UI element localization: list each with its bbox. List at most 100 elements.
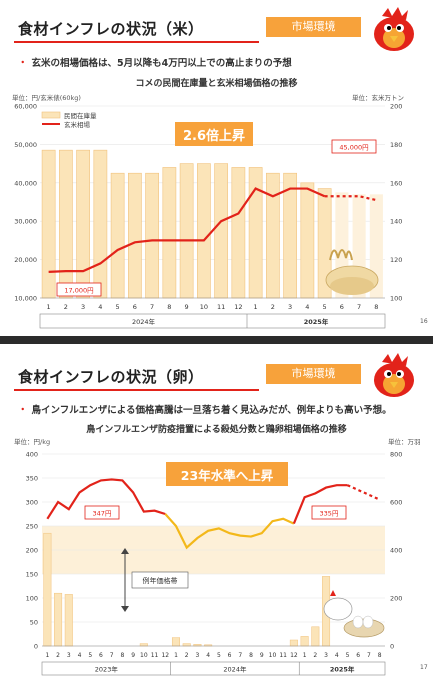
x-tick-label: 9 [185, 303, 189, 311]
x-tick-label: 8 [374, 303, 378, 311]
inventory-bar [76, 149, 90, 299]
x-tick-label: 5 [323, 303, 327, 311]
y2-tick-label: 100 [390, 295, 402, 303]
y-tick-label: 0 [34, 643, 38, 651]
x-tick-label: 1 [254, 303, 258, 311]
slide-divider [0, 336, 433, 344]
year-row [41, 661, 386, 676]
x-tick-label: 4 [98, 303, 102, 311]
chicken-egg-icon [323, 590, 385, 638]
x-tick-label: 10 [140, 652, 148, 659]
rice-sack-icon [325, 249, 379, 295]
x-tick-label: 11 [151, 652, 159, 659]
x-tick-label: 1 [47, 303, 51, 311]
x-tick-label: 8 [167, 303, 171, 311]
x-tick-label: 3 [81, 303, 85, 311]
culled-bar [289, 639, 298, 647]
x-tick-label: 12 [234, 303, 242, 311]
band-label: 例年価格帯 [143, 576, 178, 585]
unit-right: 単位：玄米万トン [352, 94, 404, 102]
x-tick-label: 9 [260, 652, 264, 659]
chart-title: 鳥インフルエンザ防疫措置による殺処分数と鶏卵相場価格の推移 [86, 425, 347, 435]
price-forecast-line [347, 484, 381, 501]
y-tick-label: 350 [26, 475, 38, 483]
x-tick-label: 8 [249, 652, 253, 659]
x-tick-label: 3 [67, 652, 71, 659]
unit-left: 単位：円/kg [14, 438, 51, 446]
x-tick-label: 10 [200, 303, 208, 311]
x-tick-label: 2 [313, 652, 317, 659]
page-number: 16 [420, 318, 428, 325]
culled-bar [182, 643, 191, 647]
x-tick-label: 10 [269, 652, 277, 659]
year-label: 2024年 [132, 317, 156, 326]
y2-tick-label: 140 [390, 218, 402, 226]
inventory-bar [231, 167, 246, 299]
year-label: 2025年 [330, 665, 355, 674]
inventory-bar [93, 149, 108, 299]
x-tick-label: 8 [120, 652, 124, 659]
bullet-text: ・鳥インフルエンザによる価格高騰は一旦落ち着く見込みだが、例年よりも高い予想。 [18, 405, 392, 416]
x-tick-label: 3 [324, 652, 328, 659]
year-label: 2025年 [304, 317, 329, 326]
y2-tick-label: 400 [390, 547, 402, 555]
y2-tick-label: 200 [390, 595, 402, 603]
legend-line-label: 玄米相場 [64, 120, 91, 129]
culled-bar [139, 643, 148, 647]
y-tick-label: 60,000 [14, 103, 37, 111]
inventory-bar [197, 163, 211, 299]
culled-bar [300, 636, 309, 647]
x-tick-label: 4 [305, 303, 309, 311]
y-tick-label: 30,000 [14, 218, 37, 226]
title-underline [14, 41, 259, 43]
inventory-bar [162, 167, 177, 299]
legend-bar-label: 民間在庫量 [64, 111, 97, 120]
rise-callout: 23年水準へ上昇 [181, 468, 274, 483]
x-tick-label: 11 [279, 652, 287, 659]
x-tick-label: 2 [64, 303, 68, 311]
x-tick-label: 5 [346, 652, 350, 659]
x-tick-label: 6 [340, 303, 344, 311]
x-tick-label: 11 [217, 303, 225, 311]
x-tick-label: 2 [185, 652, 189, 659]
slide-title: 食材インフレの状況（卵） [18, 368, 204, 386]
rise-callout: 2.6倍上昇 [183, 128, 245, 144]
x-tick-label: 4 [206, 652, 210, 659]
price-label-b-box [311, 505, 347, 520]
x-tick-label: 5 [116, 303, 120, 311]
chart-title: コメの民間在庫量と玄米相場価格の推移 [135, 79, 298, 89]
x-tick-label: 7 [238, 652, 242, 659]
inventory-bar [145, 172, 159, 299]
inventory-bar [283, 172, 297, 299]
x-tick-label: 1 [303, 652, 307, 659]
slide-title: 食材インフレの状況（米） [18, 20, 204, 38]
y2-tick-label: 120 [390, 256, 402, 264]
x-tick-label: 1 [174, 652, 178, 659]
chicken-mascot-icon [374, 353, 414, 397]
x-tick-label: 1 [45, 652, 49, 659]
y-tick-label: 50 [30, 619, 38, 627]
price-line [48, 187, 326, 273]
y-tick-label: 40,000 [14, 179, 37, 187]
year-label: 2023年 [95, 665, 119, 674]
y2-tick-label: 0 [390, 643, 394, 651]
year-row [39, 313, 386, 329]
low-price-label: 17,000円 [64, 287, 93, 295]
bullet-text: ・玄米の相場価格は、5月以降も4万円以上での高止まりの予想 [18, 58, 292, 69]
market-badge: 市場環境 [266, 364, 361, 384]
year-label: 2024年 [223, 665, 247, 674]
price-line-2024 [164, 513, 295, 550]
x-tick-label: 4 [78, 652, 82, 659]
unit-left: 単位：円/玄米俵(60kg) [12, 94, 81, 102]
x-tick-label: 6 [99, 652, 103, 659]
high-price-label-box [331, 139, 377, 154]
unit-right: 単位：万羽 [388, 438, 421, 446]
band-label-box [131, 571, 189, 589]
x-tick-label: 4 [335, 652, 339, 659]
price-label-a: 347円 [93, 510, 112, 518]
y-tick-label: 10,000 [14, 295, 37, 303]
x-tick-label: 2 [271, 303, 275, 311]
x-tick-label: 12 [290, 652, 298, 659]
y2-tick-label: 800 [390, 451, 402, 459]
x-tick-label: 7 [150, 303, 154, 311]
